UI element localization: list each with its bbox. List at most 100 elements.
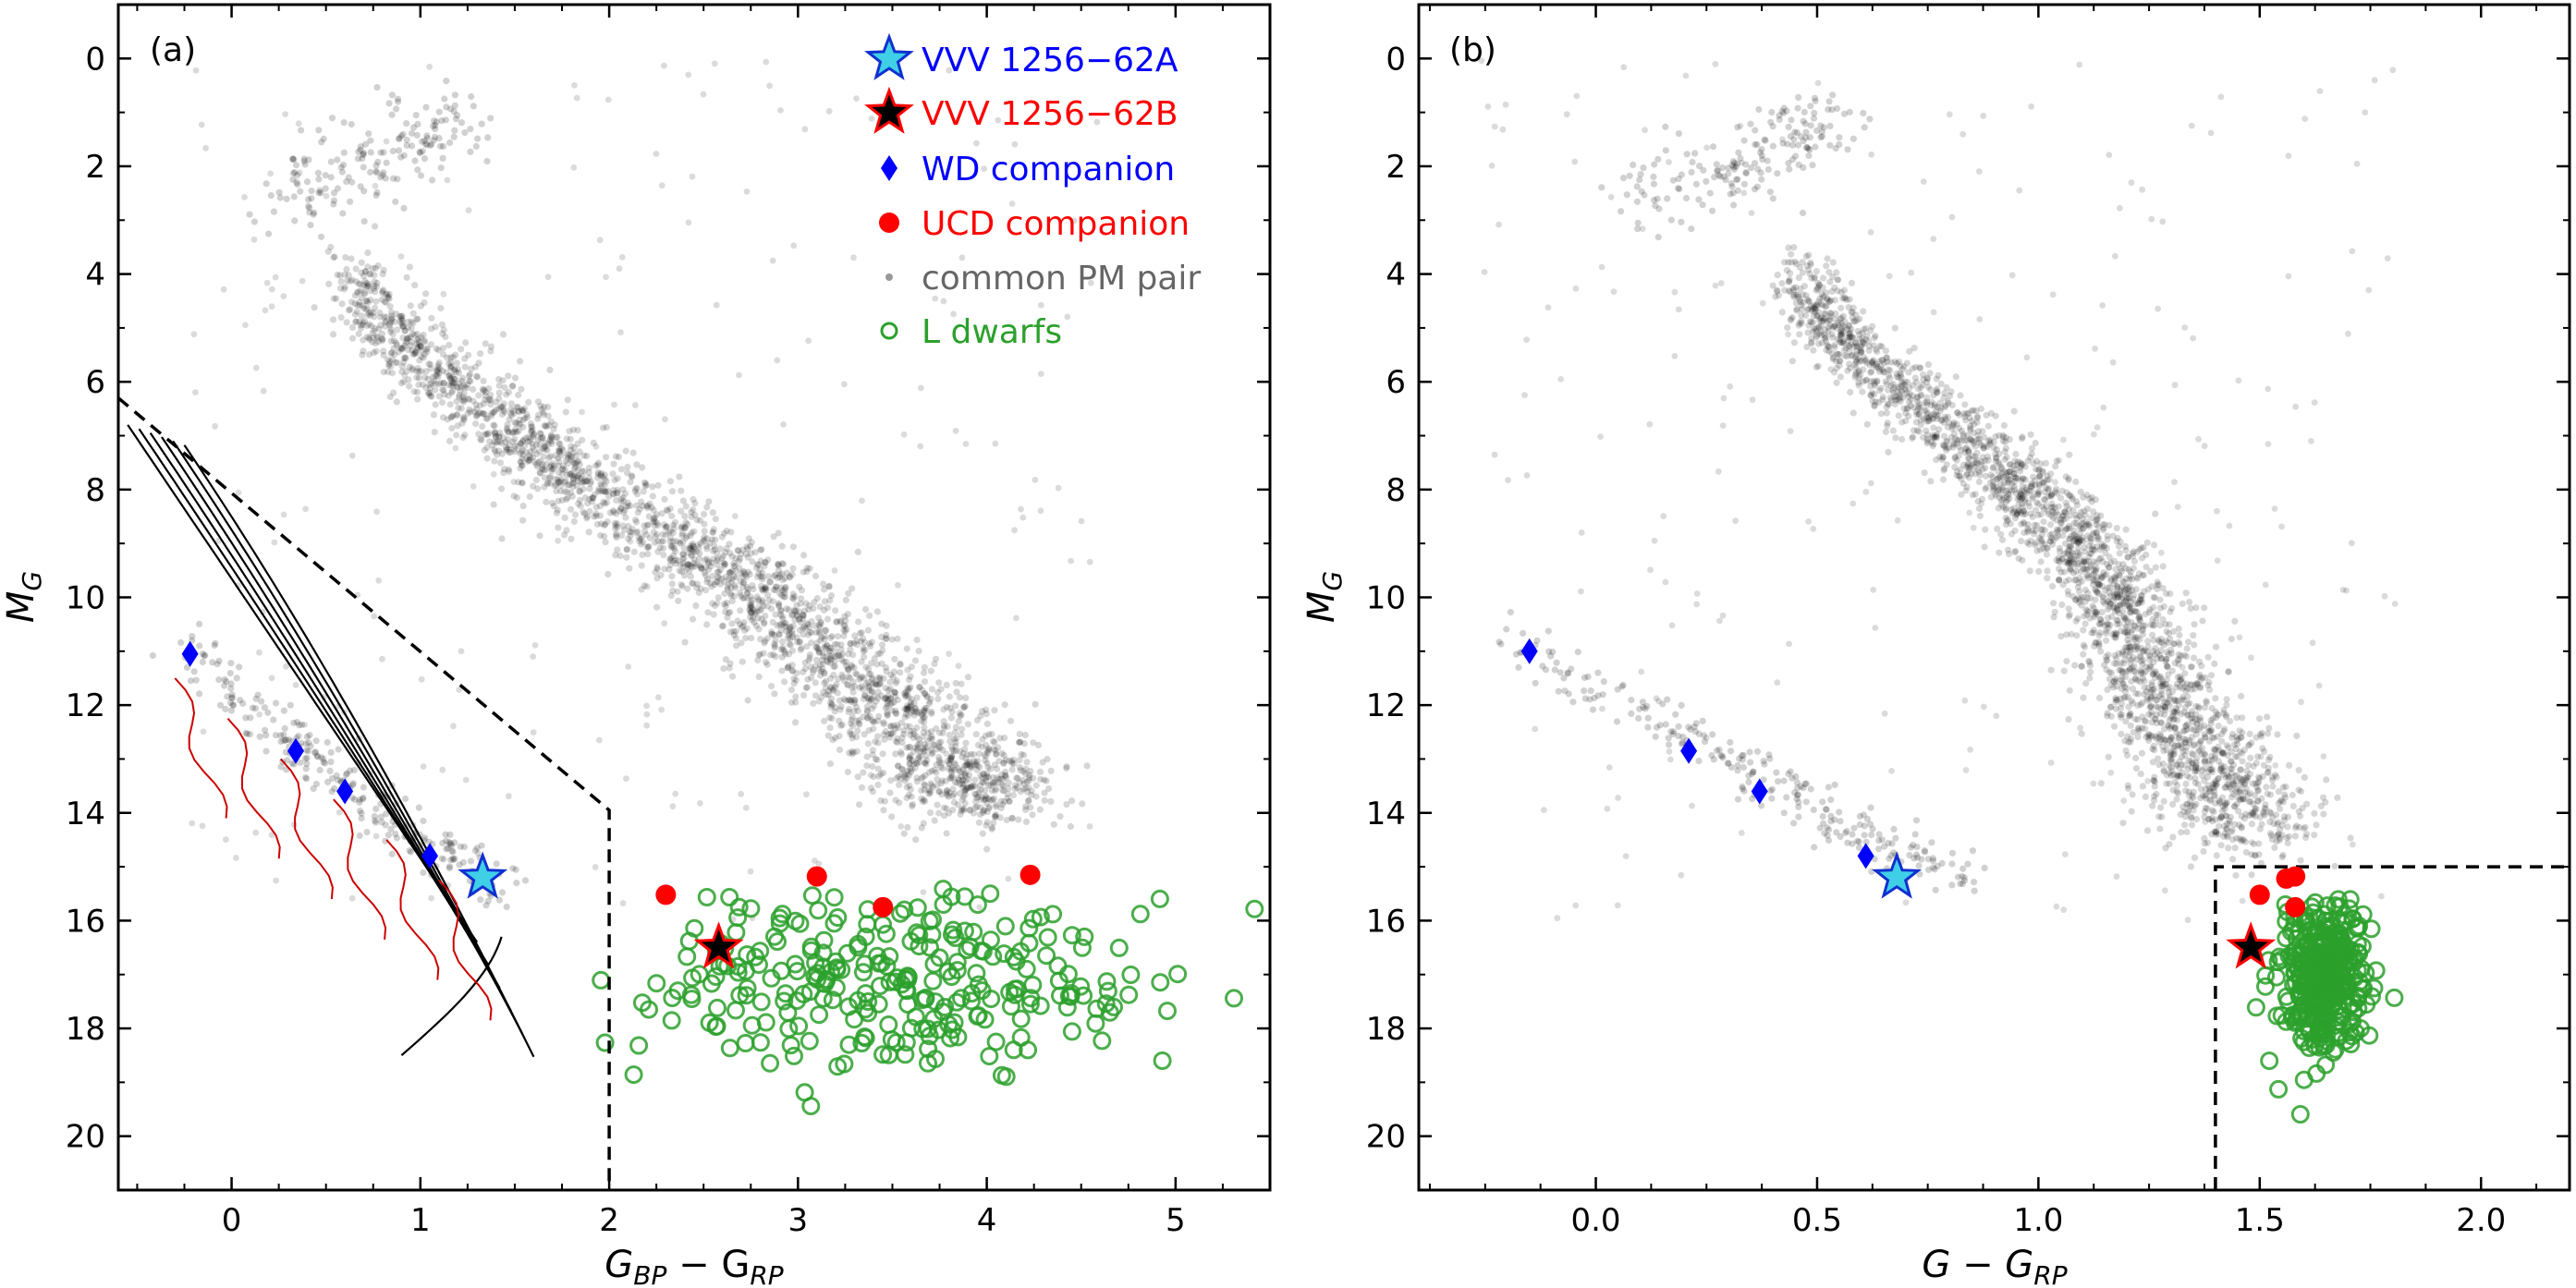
pm-pair-point	[910, 699, 918, 707]
pm-pair-point	[758, 546, 765, 553]
pm-pair-point	[2139, 783, 2146, 790]
pm-pair-point	[356, 796, 363, 804]
pm-pair-point	[843, 681, 851, 688]
pm-pair-point	[755, 651, 763, 659]
pm-pair-point	[867, 671, 874, 678]
pm-pair-point	[556, 440, 564, 448]
pm-pair-point	[690, 555, 698, 564]
pm-pair-point	[678, 487, 685, 494]
pm-pair-point	[526, 492, 533, 501]
pm-pair-point	[611, 477, 618, 484]
pm-pair-point	[443, 845, 450, 853]
pm-pair-point	[311, 304, 318, 311]
pm-pair-point	[407, 302, 414, 310]
pm-pair-point	[953, 688, 960, 696]
pm-pair-point	[428, 314, 435, 322]
pm-pair-point	[1047, 797, 1055, 806]
pm-pair-point	[951, 779, 958, 786]
pm-pair-point	[723, 545, 730, 553]
pm-pair-point	[498, 440, 506, 447]
pm-pair-point	[890, 722, 897, 729]
pm-pair-point	[292, 162, 300, 169]
pm-pair-point	[2008, 530, 2016, 538]
pm-pair-point	[710, 611, 717, 618]
pm-pair-point	[896, 781, 903, 789]
pm-pair-point	[408, 318, 415, 325]
y-tick-label: 12	[66, 687, 105, 724]
pm-pair-point	[946, 756, 954, 763]
pm-pair-point	[792, 719, 800, 726]
pm-pair-point	[337, 314, 345, 322]
pm-pair-point	[575, 457, 582, 465]
pm-pair-point	[781, 587, 788, 594]
pm-pair-point	[787, 687, 796, 694]
pm-pair-point	[548, 433, 555, 442]
pm-pair-point	[573, 458, 581, 466]
pm-pair-point	[521, 405, 529, 412]
pm-pair-point	[758, 615, 765, 623]
pm-pair-point	[960, 805, 968, 813]
pm-pair-point	[602, 520, 609, 529]
pm-pair-point	[743, 589, 751, 597]
pm-pair-point	[517, 465, 524, 472]
pm-pair-point	[914, 746, 922, 754]
pm-pair-point	[1011, 140, 1019, 148]
pm-pair-point	[545, 421, 553, 429]
pm-pair-point	[564, 488, 571, 496]
pm-pair-point	[716, 566, 725, 574]
pm-pair-point	[686, 545, 694, 553]
pm-pair-point	[450, 133, 458, 140]
pm-pair-point	[734, 617, 741, 625]
pm-pair-point	[209, 659, 216, 666]
pm-pair-point	[336, 285, 345, 292]
pm-pair-point	[997, 804, 1005, 812]
pm-pair-point	[459, 858, 467, 867]
pm-pair-point	[789, 565, 797, 572]
pm-pair-point	[979, 809, 987, 817]
pm-pair-point	[379, 335, 386, 343]
pm-pair-point	[759, 569, 766, 577]
pm-pair-point	[519, 461, 526, 468]
pm-pair-point	[879, 647, 886, 654]
pm-pair-point	[1778, 309, 1786, 316]
pm-pair-point	[847, 639, 854, 648]
pm-pair-point	[437, 305, 445, 312]
pm-pair-point	[1068, 557, 1074, 565]
pm-pair-point	[535, 458, 543, 466]
pm-pair-point	[653, 603, 661, 611]
pm-pair-point	[731, 592, 739, 600]
pm-pair-point	[352, 278, 360, 286]
pm-pair-point	[2182, 589, 2190, 597]
pm-pair-point	[471, 363, 480, 371]
pm-pair-point	[574, 472, 581, 480]
pm-pair-point	[915, 755, 922, 762]
pm-pair-point	[703, 578, 711, 586]
pm-pair-point	[389, 147, 397, 155]
pm-pair-point	[862, 663, 870, 671]
pm-pair-point	[519, 479, 527, 487]
pm-pair-point	[378, 330, 386, 337]
pm-pair-point	[800, 613, 807, 620]
pm-pair-point	[1813, 268, 1820, 275]
pm-pair-point	[448, 389, 456, 396]
pm-pair-point	[757, 636, 764, 643]
pm-pair-point	[967, 765, 974, 772]
pm-pair-point	[2026, 567, 2033, 575]
pm-pair-point	[541, 474, 548, 481]
pm-pair-point	[393, 834, 400, 842]
pm-pair-point	[703, 545, 711, 553]
pm-pair-point	[343, 319, 350, 326]
pm-pair-point	[908, 768, 915, 776]
pm-pair-point	[948, 772, 956, 780]
pm-pair-point	[875, 772, 883, 780]
pm-pair-point	[992, 440, 999, 447]
pm-pair-point	[2080, 626, 2087, 634]
pm-pair-point	[788, 667, 796, 674]
pm-pair-point	[543, 446, 551, 454]
pm-pair-point	[810, 699, 817, 707]
pm-pair-point	[544, 273, 552, 281]
pm-pair-point	[759, 587, 767, 594]
pm-pair-point	[815, 649, 824, 656]
pm-pair-point	[736, 371, 742, 379]
pm-pair-point	[1892, 434, 1899, 442]
